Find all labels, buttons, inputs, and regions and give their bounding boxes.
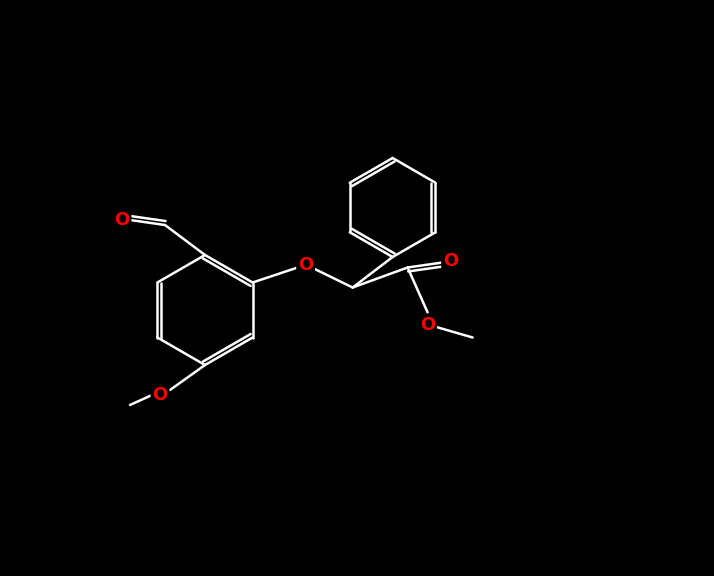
- Text: O: O: [443, 252, 458, 270]
- Text: O: O: [298, 256, 313, 275]
- Text: O: O: [420, 316, 436, 334]
- Text: O: O: [114, 211, 130, 229]
- Text: O: O: [152, 386, 168, 404]
